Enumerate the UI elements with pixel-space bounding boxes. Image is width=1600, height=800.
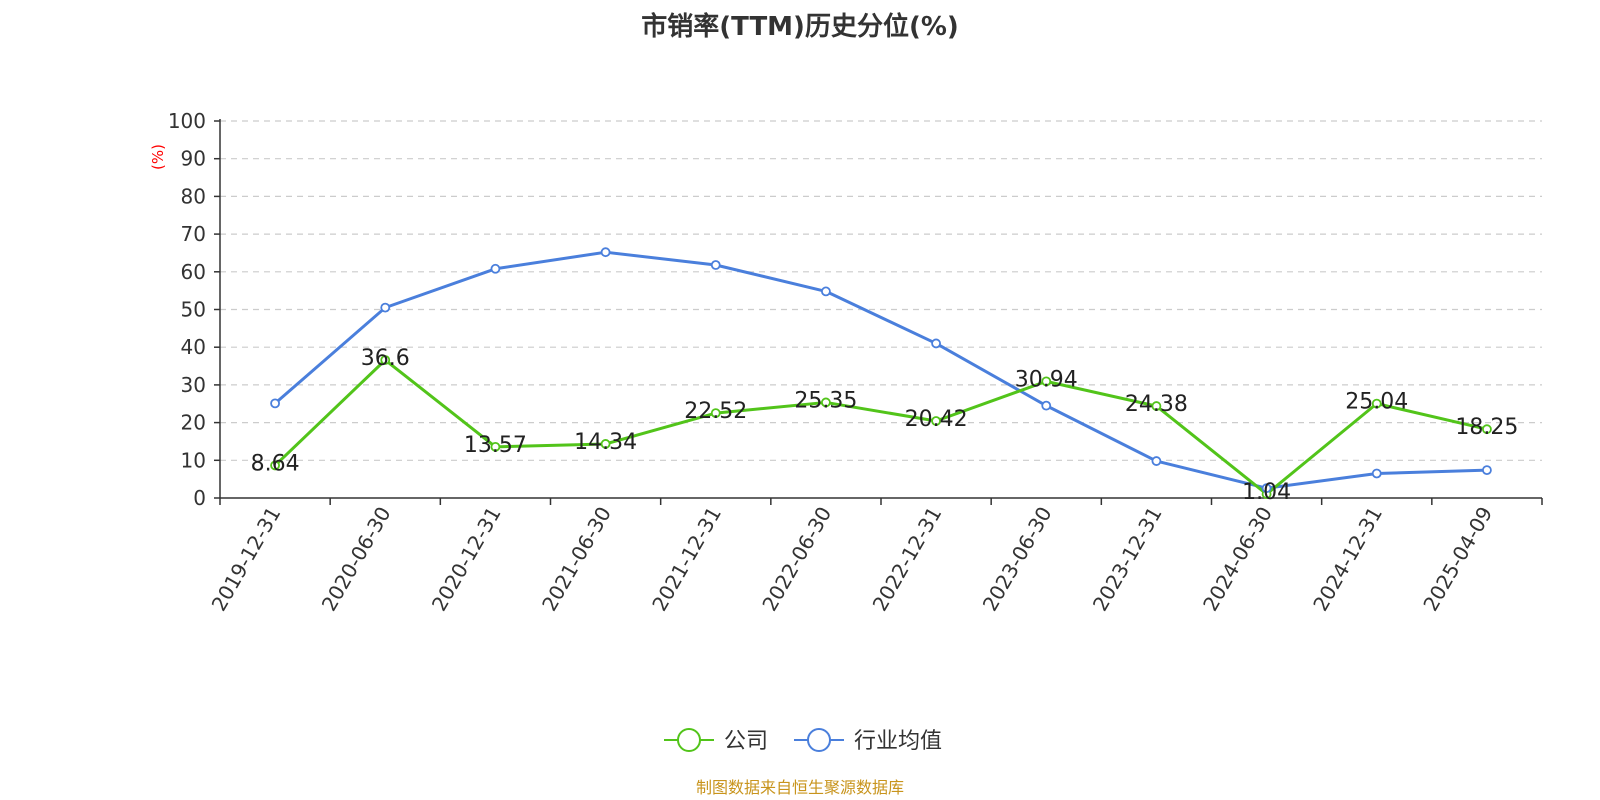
data-label: 36.6 <box>361 346 410 371</box>
y-tick-label: 20 <box>181 411 206 435</box>
data-point <box>380 302 391 313</box>
data-label: 20.42 <box>905 407 968 432</box>
data-label: 30.94 <box>1015 367 1078 392</box>
y-tick-label: 80 <box>181 184 206 208</box>
series-line <box>274 358 1488 496</box>
x-tick-label: 2022-12-31 <box>868 503 947 616</box>
chart-title: 市销率(TTM)历史分位(%) <box>641 12 959 42</box>
data-label: 18.25 <box>1455 415 1518 440</box>
x-tick-label: 2023-06-30 <box>978 503 1057 616</box>
data-point <box>821 286 831 297</box>
y-tick-label: 70 <box>181 222 206 246</box>
data-point <box>1151 456 1162 466</box>
data-point <box>931 338 941 349</box>
x-tick-label: 2025-04-09 <box>1418 503 1497 616</box>
data-point <box>1041 400 1052 411</box>
data-label: 24.38 <box>1125 392 1188 417</box>
x-tick-label: 2024-12-31 <box>1308 503 1387 616</box>
legend-marker <box>677 728 701 752</box>
x-tick-label: 2019-12-31 <box>207 503 286 616</box>
legend-label: 公司 <box>724 729 768 754</box>
x-tick-label: 2020-06-30 <box>317 503 396 616</box>
x-tick-label: 2024-06-30 <box>1198 503 1277 616</box>
data-point <box>600 439 611 449</box>
data-point <box>710 408 721 418</box>
x-tick-label: 2023-12-31 <box>1088 503 1167 616</box>
data-point <box>270 398 280 409</box>
y-tick-label: 50 <box>181 298 206 322</box>
x-tick-label: 2022-06-30 <box>757 503 836 616</box>
data-point <box>821 397 831 408</box>
data-point <box>931 416 941 426</box>
legend-label: 行业均值 <box>854 729 942 754</box>
x-tick-label: 2021-06-30 <box>537 503 616 616</box>
x-tick-label: 2021-12-31 <box>647 503 726 616</box>
y-tick-label: 40 <box>181 335 206 359</box>
data-label: 14.34 <box>574 430 637 455</box>
y-tick-label: 100 <box>168 109 206 133</box>
data-point <box>1482 424 1492 435</box>
data-point <box>1151 401 1162 411</box>
data-point <box>490 263 501 274</box>
data-label: 13.57 <box>464 433 527 458</box>
data-label: 22.52 <box>684 399 747 424</box>
data-point <box>710 260 721 270</box>
y-tick-label: 30 <box>181 373 206 397</box>
y-tick-label: 0 <box>193 486 206 510</box>
data-point <box>1371 468 1382 479</box>
source-note: 制图数据来自恒生聚源数据库 <box>695 778 904 797</box>
data-point <box>1482 465 1492 476</box>
data-point <box>1371 398 1382 409</box>
y-tick-label: 10 <box>181 448 206 472</box>
series-line <box>274 250 1487 490</box>
data-point <box>490 441 501 452</box>
y-tick-label: 60 <box>181 260 206 284</box>
x-tick-label: 2020-12-31 <box>427 503 506 616</box>
data-point <box>270 460 280 471</box>
legend-marker <box>807 728 831 752</box>
data-point <box>1261 483 1272 494</box>
data-label: 1.04 <box>1242 480 1291 505</box>
data-point <box>1041 376 1052 387</box>
data-label: 8.64 <box>251 451 300 476</box>
data-label: 25.04 <box>1345 390 1408 415</box>
y-axis-label: (%) <box>149 144 167 170</box>
y-tick-label: 90 <box>181 147 206 171</box>
data-label: 25.35 <box>794 388 857 413</box>
data-point <box>380 355 391 365</box>
data-point <box>600 247 611 258</box>
